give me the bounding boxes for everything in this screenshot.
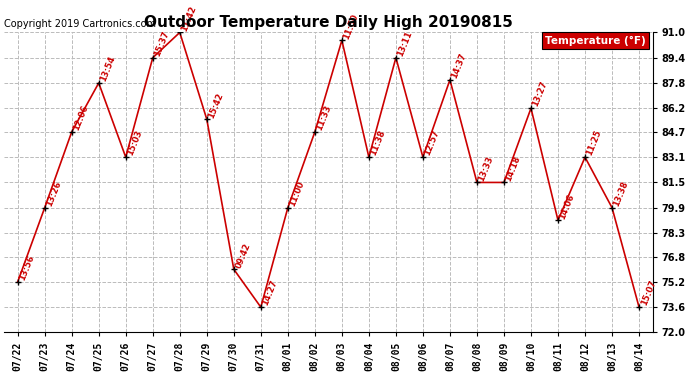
- Text: 14:18: 14:18: [504, 154, 522, 183]
- Text: 11:33: 11:33: [315, 104, 333, 132]
- Text: 11:25: 11:25: [585, 129, 604, 157]
- Text: 14:27: 14:27: [261, 279, 279, 307]
- Text: 13:56: 13:56: [18, 254, 36, 282]
- Text: 13:11: 13:11: [396, 30, 414, 58]
- Text: 12:06: 12:06: [72, 104, 90, 132]
- Text: 13:26: 13:26: [45, 180, 63, 208]
- Text: Temperature (°F): Temperature (°F): [545, 36, 646, 45]
- Text: Copyright 2019 Cartronics.com: Copyright 2019 Cartronics.com: [4, 19, 156, 29]
- Title: Outdoor Temperature Daily High 20190815: Outdoor Temperature Daily High 20190815: [144, 15, 513, 30]
- Text: 15:07: 15:07: [639, 279, 658, 307]
- Text: 13:27: 13:27: [531, 80, 549, 108]
- Text: 11:50: 11:50: [342, 12, 360, 40]
- Text: 11:42: 11:42: [180, 4, 198, 33]
- Text: 13:54: 13:54: [99, 55, 117, 83]
- Text: 14:06: 14:06: [558, 192, 576, 220]
- Text: 15:37: 15:37: [152, 30, 171, 58]
- Text: 13:33: 13:33: [477, 154, 495, 183]
- Text: 13:38: 13:38: [612, 180, 630, 208]
- Text: 15:42: 15:42: [207, 91, 225, 119]
- Text: 15:03: 15:03: [126, 129, 144, 157]
- Text: 11:00: 11:00: [288, 180, 306, 208]
- Text: 09:42: 09:42: [234, 241, 252, 269]
- Text: 11:38: 11:38: [369, 129, 387, 157]
- Text: 12:57: 12:57: [423, 129, 442, 157]
- Text: 14:37: 14:37: [450, 52, 469, 80]
